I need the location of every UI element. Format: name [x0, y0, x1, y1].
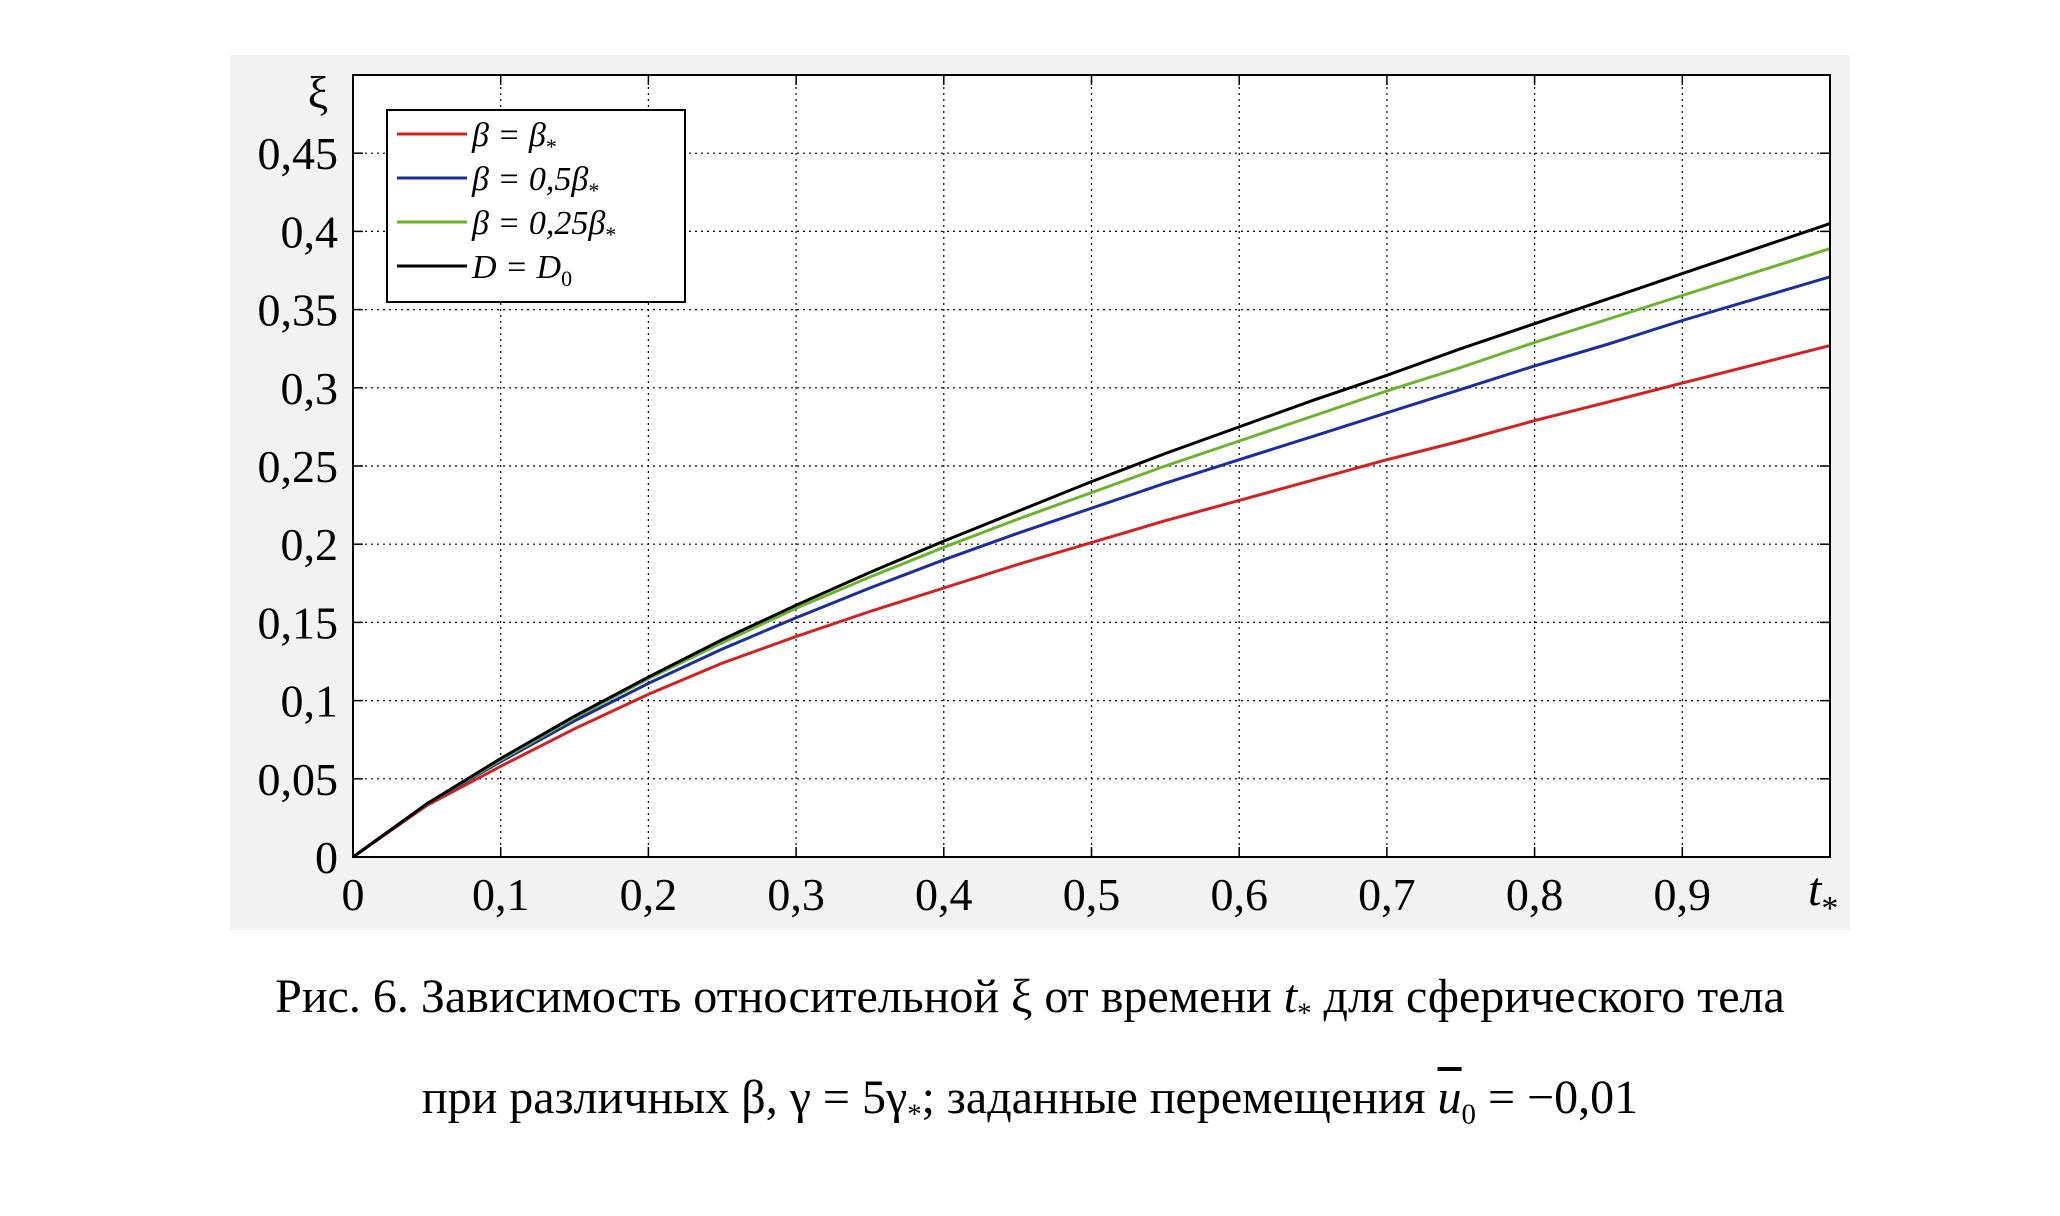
x-tick-label: 0,8	[1506, 869, 1564, 920]
x-axis-label: t*	[1808, 863, 1838, 927]
x-tick-label: 0,6	[1210, 869, 1268, 920]
series-line-1	[352, 344, 1831, 859]
caption-u: u	[1437, 1070, 1462, 1124]
x-tick-label: 0,1	[472, 869, 530, 920]
y-ticks: 0 0,05 0,1 0,15 0,2 0,25 0,3 0,35 0,4 0,45	[258, 128, 1830, 883]
caption-t: t	[1283, 970, 1298, 1023]
legend-label-3: β = 0,25β*	[471, 205, 616, 247]
legend-label-2: β = 0,5β*	[471, 161, 599, 203]
x-tick-label: 0	[342, 869, 365, 920]
grid-lines	[353, 75, 1830, 857]
caption-text: Рис. 6. Зависимость относительной ξ от в…	[275, 970, 1284, 1023]
figure-caption: Рис. 6. Зависимость относительной ξ от в…	[0, 955, 2060, 1156]
caption-text: при различных β, γ = 5γ	[421, 1070, 908, 1124]
y-tick-label: 0,3	[281, 363, 339, 414]
caption-text: ; заданные перемещения	[921, 1070, 1438, 1124]
legend-box	[386, 109, 686, 303]
series-line-2	[352, 275, 1831, 859]
y-tick-label: 0,05	[258, 754, 339, 805]
y-tick-label: 0,15	[258, 597, 339, 648]
caption-line-2: при различных β, γ = 5γ*; заданные перем…	[0, 1056, 2060, 1157]
y-axis-label: ξ	[308, 67, 329, 118]
caption-text: для сферического тела	[1311, 970, 1785, 1023]
x-tick-label: 0,3	[767, 869, 825, 920]
caption-t-sub: *	[1297, 997, 1312, 1030]
series-line-4	[352, 222, 1831, 859]
y-tick-label: 0,2	[281, 519, 339, 570]
caption-text: = −0,01	[1475, 1070, 1639, 1124]
y-tick-label: 0,4	[281, 206, 339, 257]
caption-line-1: Рис. 6. Зависимость относительной ξ от в…	[0, 955, 2060, 1056]
x-tick-label: 0,5	[1063, 869, 1121, 920]
y-tick-label: 0,45	[258, 128, 339, 179]
x-tick-label: 0,9	[1654, 869, 1712, 920]
y-tick-label: 0	[315, 832, 338, 883]
caption-gamma-sub: *	[907, 1098, 922, 1131]
legend-label-4: D = D0	[471, 249, 572, 291]
legend-label-1: β = β*	[471, 117, 557, 159]
series-lines	[352, 222, 1831, 859]
x-tick-label: 0,4	[915, 869, 973, 920]
x-tick-label: 0,2	[620, 869, 678, 920]
y-tick-label: 0,35	[258, 285, 339, 336]
legend: β = β*β = 0,5β*β = 0,25β*D = D0	[386, 109, 686, 303]
caption-u-sub: 0	[1461, 1098, 1476, 1131]
y-tick-label: 0,1	[281, 676, 339, 727]
y-tick-label: 0,25	[258, 441, 339, 492]
x-ticks: 0 0,1 0,2 0,3 0,4 0,5 0,6 0,7 0,8 0,9	[342, 75, 1712, 920]
x-tick-label: 0,7	[1358, 869, 1416, 920]
